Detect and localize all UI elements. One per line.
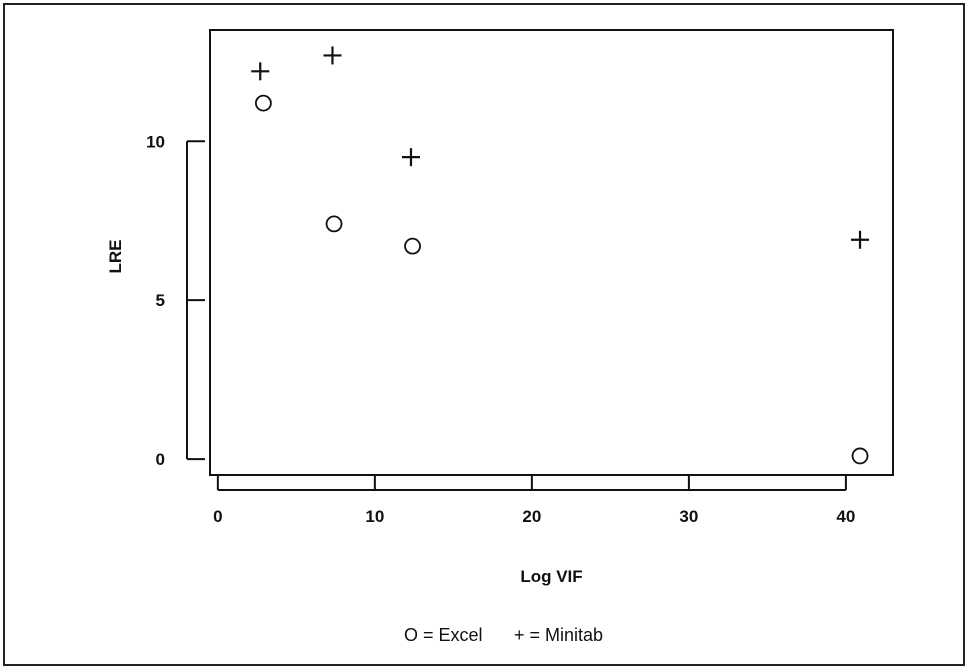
minitab-point [251,62,270,81]
excel-point [325,215,343,233]
excel-point [254,94,272,112]
x-axis-title: Log VIF [520,567,582,586]
y-axis-title: LRE [106,240,125,274]
minitab-point [851,230,870,249]
minitab-point [323,46,342,65]
minitab-point [401,148,420,167]
x-axis: 0 10 20 30 40 [213,476,855,526]
x-tick-label: 0 [213,507,222,526]
legend-entry-minitab: + = Minitab [514,625,603,645]
x-tick-label: 20 [522,507,541,526]
figure-outer-border [3,3,965,666]
y-tick-label: 5 [156,291,165,310]
plot-area-frame [209,29,894,476]
data-points [251,46,870,465]
x-tick-label: 10 [365,507,384,526]
legend-entry-excel: O = Excel [404,625,483,645]
y-tick-label: 10 [146,132,165,151]
legend: O = Excel + = Minitab [404,625,603,645]
y-tick-label: 0 [156,450,165,469]
x-tick-label: 30 [679,507,698,526]
excel-point [851,447,869,465]
x-tick-label: 40 [836,507,855,526]
y-axis: 0 5 10 [146,132,205,469]
excel-point [404,237,421,255]
